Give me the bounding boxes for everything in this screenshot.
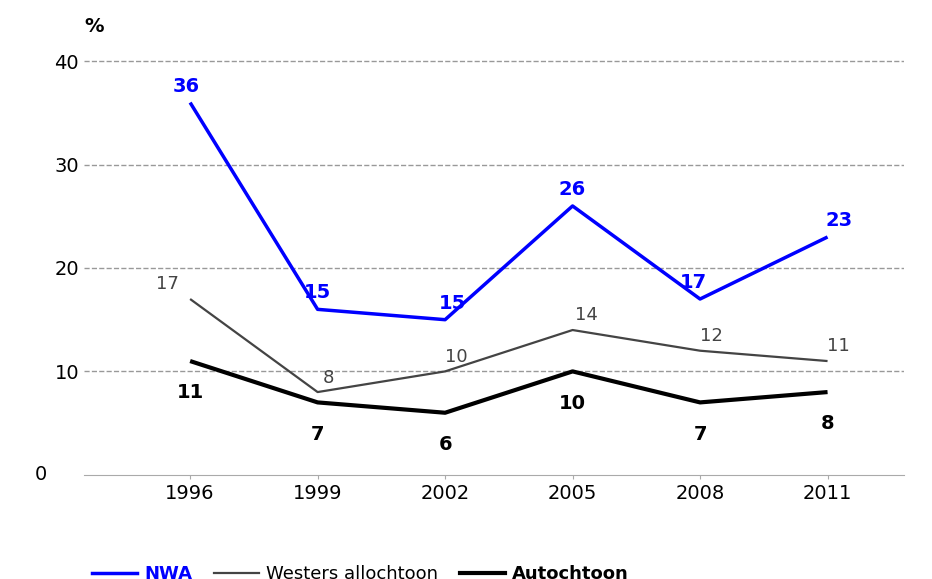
Text: 11: 11 [176,383,204,402]
Text: 36: 36 [172,76,199,96]
Text: 17: 17 [679,273,706,292]
Text: 6: 6 [438,435,452,454]
Text: 15: 15 [438,294,466,313]
Text: 14: 14 [575,306,598,324]
Text: 11: 11 [828,338,850,356]
Text: 17: 17 [157,276,179,294]
Text: 10: 10 [559,394,586,413]
Legend: NWA, Westers allochtoon, Autochtoon: NWA, Westers allochtoon, Autochtoon [85,558,637,579]
Text: 0: 0 [34,466,47,484]
Text: 26: 26 [559,180,586,199]
Text: 15: 15 [304,283,331,302]
Text: 7: 7 [693,424,706,444]
Text: 12: 12 [700,327,722,345]
Text: 7: 7 [311,424,324,444]
Text: 8: 8 [821,415,834,433]
Text: 23: 23 [825,211,852,230]
Text: 10: 10 [445,348,468,366]
Text: 8: 8 [323,368,335,387]
Text: %: % [84,17,103,36]
